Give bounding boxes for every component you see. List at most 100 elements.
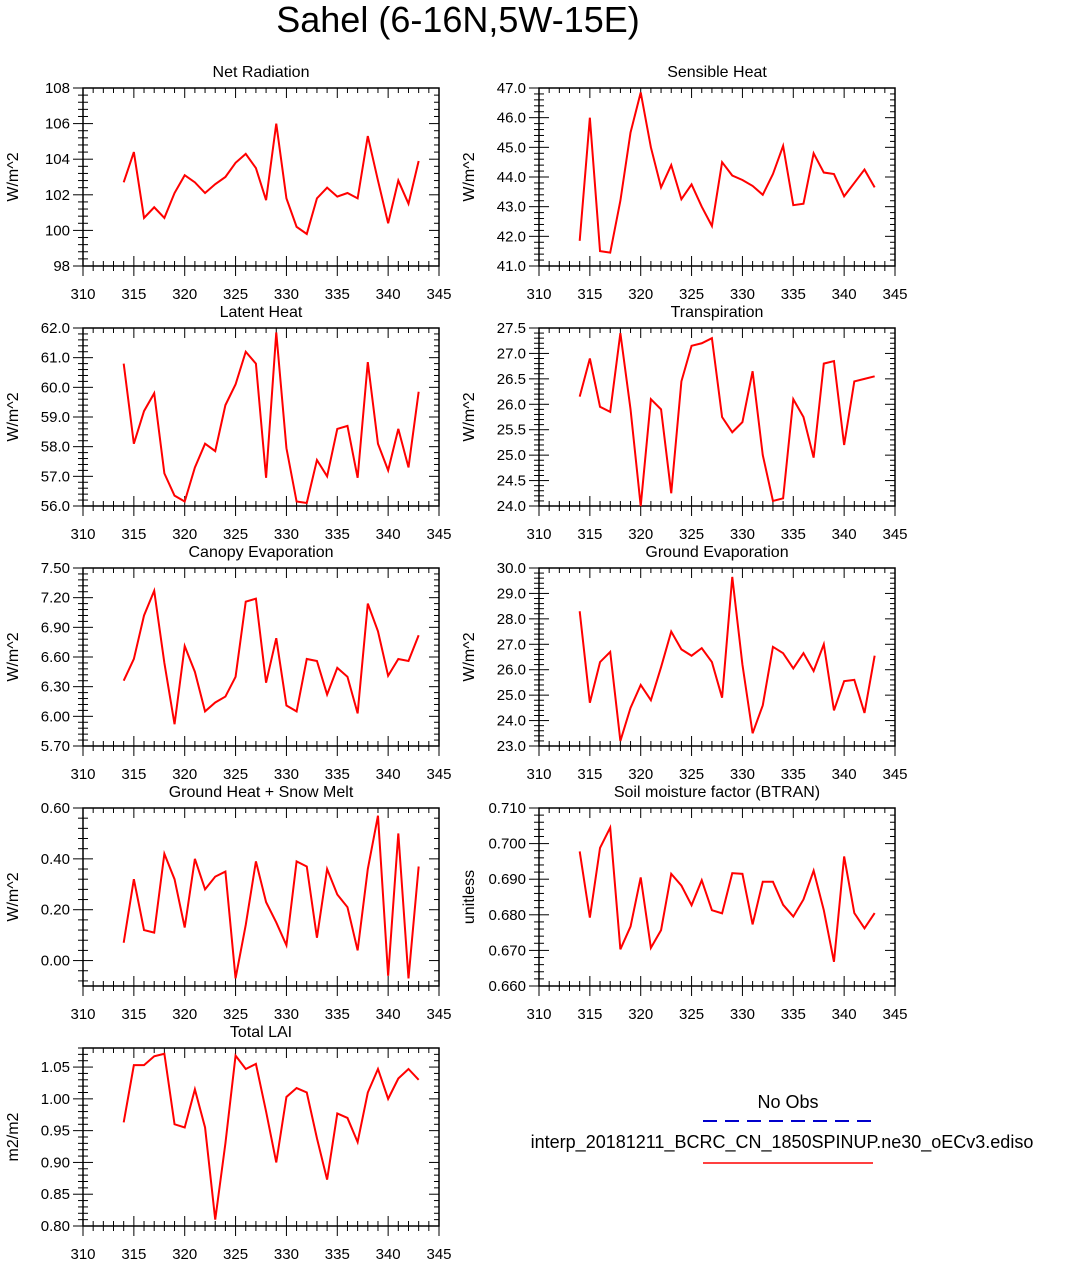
x-tick-label: 320 — [172, 286, 197, 303]
series-line — [122, 586, 420, 725]
x-tick-label: 325 — [679, 766, 704, 783]
x-tick-label: 340 — [832, 286, 857, 303]
x-tick-label: 320 — [172, 1006, 197, 1023]
legend-label-model: interp_20181211_BCRC_CN_1850SPINUP.ne30_… — [531, 1132, 1034, 1153]
legend-label-no-obs: No Obs — [757, 1092, 818, 1112]
x-tick-label: 330 — [274, 526, 299, 543]
legend: No Obs interp_20181211_BCRC_CN_1850SPINU… — [531, 1092, 1034, 1164]
y-tick-label: 27.0 — [497, 345, 526, 362]
y-tick-label: 25.5 — [497, 422, 526, 439]
y-tick-label: 30.0 — [497, 560, 526, 577]
panel-sensible-heat: Sensible Heat W/m^2 310 315 320 325 330 335 340 3… — [461, 64, 908, 303]
y-tick-label: 6.30 — [41, 679, 70, 696]
y-tick-label: 26.0 — [497, 662, 526, 679]
y-axis-label: W/m^2 — [461, 392, 478, 441]
y-axis-label: W/m^2 — [5, 872, 22, 921]
series-line — [122, 332, 420, 505]
y-axis-label: W/m^2 — [5, 632, 22, 681]
panel-title: Total LAI — [230, 1024, 292, 1041]
y-axis-label: W/m^2 — [5, 392, 22, 441]
y-tick-label: 0.690 — [488, 871, 526, 888]
y-tick-label: 47.0 — [497, 80, 526, 97]
x-tick-label: 330 — [274, 766, 299, 783]
x-tick-label: 325 — [679, 286, 704, 303]
x-tick-label: 310 — [70, 1006, 95, 1023]
x-tick-label: 340 — [832, 526, 857, 543]
y-axis-label: unitless — [461, 870, 478, 924]
panel-title: Sensible Heat — [667, 64, 767, 81]
x-tick-label: 345 — [882, 1006, 907, 1023]
y-tick-label: 7.20 — [41, 590, 70, 607]
y-tick-label: 0.90 — [41, 1154, 70, 1171]
x-tick-label: 325 — [223, 286, 248, 303]
y-tick-label: 0.680 — [488, 907, 526, 924]
y-tick-label: 59.0 — [41, 409, 70, 426]
x-tick-label: 310 — [70, 526, 95, 543]
x-tick-label: 345 — [882, 766, 907, 783]
y-tick-label: 6.90 — [41, 619, 70, 636]
panel-net-radiation: Net Radiation W/m^2 310 315 320 325 330 335 340 3… — [5, 64, 452, 303]
x-tick-label: 315 — [121, 1006, 146, 1023]
figure-title: Sahel (6-16N,5W-15E) — [276, 0, 640, 40]
y-tick-label: 25.0 — [497, 447, 526, 464]
y-tick-label: 5.70 — [41, 738, 70, 755]
y-tick-label: 57.0 — [41, 468, 70, 485]
plot-frame — [538, 327, 896, 507]
x-tick-label: 345 — [426, 1006, 451, 1023]
series-line — [578, 92, 876, 254]
y-tick-label: 0.85 — [41, 1186, 70, 1203]
x-tick-label: 310 — [70, 286, 95, 303]
x-tick-label: 315 — [121, 286, 146, 303]
y-axis-label: W/m^2 — [461, 152, 478, 201]
x-tick-label: 335 — [325, 526, 350, 543]
x-tick-label: 320 — [628, 526, 653, 543]
x-tick-label: 335 — [325, 286, 350, 303]
y-tick-label: 0.670 — [488, 942, 526, 959]
panel-ground-evaporation: Ground Evaporation W/m^2 310 315 320 325 330 33… — [461, 544, 908, 783]
y-tick-label: 0.00 — [41, 953, 70, 970]
y-tick-label: 0.95 — [41, 1123, 70, 1140]
x-tick-label: 340 — [376, 286, 401, 303]
series-line — [578, 332, 875, 507]
series-line — [578, 823, 876, 962]
panel-title: Latent Heat — [220, 304, 303, 321]
x-tick-label: 340 — [376, 526, 401, 543]
x-tick-label: 345 — [882, 526, 907, 543]
y-tick-label: 62.0 — [41, 320, 70, 337]
y-axis-label: W/m^2 — [461, 632, 478, 681]
x-tick-label: 345 — [426, 1246, 451, 1262]
x-tick-label: 330 — [730, 526, 755, 543]
y-axis-label: m2/m2 — [5, 1112, 22, 1161]
y-tick-label: 25.0 — [497, 687, 526, 704]
y-tick-label: 27.5 — [497, 320, 526, 337]
series-line — [122, 123, 420, 236]
panels: Net Radiation W/m^2 310 315 320 325 330 335 340 3… — [5, 64, 908, 1262]
y-tick-label: 60.0 — [41, 379, 70, 396]
y-tick-label: 108 — [45, 80, 70, 97]
panel-transpiration: Transpiration W/m^2 310 315 320 325 330 335 340 3… — [461, 304, 908, 543]
x-tick-label: 330 — [730, 766, 755, 783]
y-tick-label: 0.40 — [41, 851, 70, 868]
y-tick-label: 44.0 — [497, 169, 526, 186]
y-axis-label: W/m^2 — [5, 152, 22, 201]
y-tick-label: 27.0 — [497, 636, 526, 653]
y-tick-label: 0.60 — [41, 800, 70, 817]
y-tick-label: 61.0 — [41, 350, 70, 367]
x-tick-label: 310 — [526, 1006, 551, 1023]
x-tick-label: 325 — [223, 766, 248, 783]
y-tick-label: 102 — [45, 187, 70, 204]
x-tick-label: 345 — [882, 286, 907, 303]
x-tick-label: 320 — [628, 1006, 653, 1023]
y-tick-label: 23.0 — [497, 738, 526, 755]
x-tick-label: 335 — [325, 1246, 350, 1262]
y-tick-label: 42.0 — [497, 228, 526, 245]
x-tick-label: 335 — [325, 1006, 350, 1023]
x-tick-label: 335 — [781, 526, 806, 543]
x-tick-label: 315 — [577, 286, 602, 303]
panel-title: Transpiration — [671, 304, 764, 321]
panel-title: Ground Heat + Snow Melt — [169, 784, 354, 801]
plot-frame — [82, 567, 440, 747]
x-tick-label: 310 — [70, 766, 95, 783]
y-tick-label: 56.0 — [41, 498, 70, 515]
y-tick-label: 1.00 — [41, 1091, 70, 1108]
